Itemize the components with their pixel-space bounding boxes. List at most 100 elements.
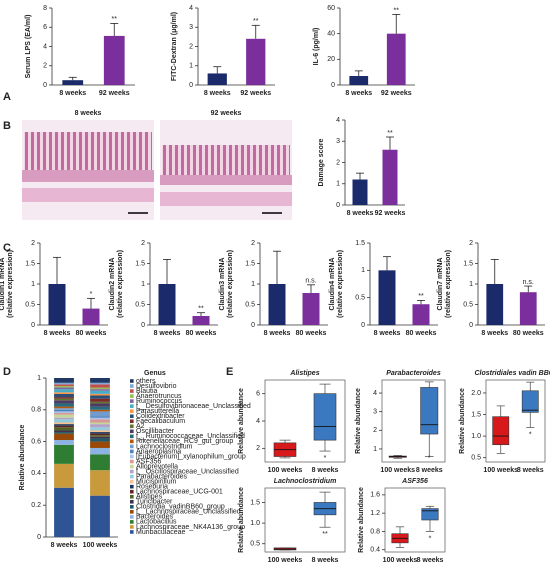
x-tick-label: 80 weeks [513, 330, 544, 337]
legend-label: f__Ruminococcaceae_Unclassified [136, 433, 245, 440]
bar [378, 270, 396, 325]
x-tick-label: 100 weeks [268, 557, 303, 564]
bar-segment [54, 411, 74, 413]
bar-segment [54, 393, 74, 398]
y-tick-label: 4 [256, 418, 260, 425]
y-tick-label: 0 [469, 322, 473, 329]
significance: ** [394, 7, 400, 14]
significance: * [90, 291, 93, 298]
y-tick-label: 0.5 [471, 455, 481, 462]
legend-swatch [130, 525, 134, 529]
legend-label: Lactobacillus [136, 519, 177, 526]
bar [207, 73, 227, 85]
significance: ** [253, 18, 259, 25]
y-tick-label: 2 [141, 240, 145, 247]
x-tick-label: 100 weeks [268, 467, 303, 474]
y-tick-label: 6 [43, 24, 47, 31]
y-tick-label: 0.5 [25, 301, 35, 308]
y-tick-label: 1 [469, 281, 473, 288]
legend-swatch [130, 389, 134, 393]
bar-segment [90, 454, 110, 471]
legend-swatch [130, 444, 134, 449]
x-tick-label: 8 weeks [51, 542, 78, 549]
y-tick-label: 0 [189, 82, 193, 89]
y-axis-label: Claudin7 mRNA [437, 258, 444, 311]
y-tick-label: 2 [469, 240, 473, 247]
bar-segment [90, 422, 110, 425]
legend-label: Bacteroides [136, 514, 173, 521]
y-axis-label: Claudin4 mRNA [329, 258, 336, 311]
legend-swatch [130, 409, 134, 413]
bar [486, 284, 504, 325]
bar-segment [90, 417, 110, 420]
bar-segment [54, 487, 74, 537]
bar-segment [54, 414, 74, 418]
x-tick-label: 8 weeks [374, 330, 401, 337]
x-tick-label: 92 weeks [240, 90, 271, 97]
x-tick-label: 8 weeks [59, 90, 86, 97]
legend-swatch [130, 419, 134, 424]
y-tick-label: 1 [373, 446, 377, 453]
histology-image [160, 120, 292, 220]
bar-segment [54, 385, 74, 388]
y-tick-label: 1 [37, 375, 41, 382]
y-tick-label: 2.0 [471, 390, 481, 397]
legend-title: Genus [144, 370, 166, 377]
significance: * [428, 455, 431, 462]
bar-segment [90, 409, 110, 412]
y-tick-label: 4 [189, 5, 193, 12]
y-tick-label: 0.5 [245, 301, 255, 308]
y-tick-label: 2 [251, 240, 255, 247]
bar-segment [90, 433, 110, 436]
legend-label: Rikenellaceae_RC9_gut_group [136, 438, 233, 445]
x-tick-label: 8 weeks [417, 557, 444, 564]
x-tick-label: 80 weeks [76, 330, 107, 337]
x-tick-label: 80 weeks [406, 330, 437, 337]
panel-letter: C [3, 242, 11, 254]
y-tick-label: 1.5 [25, 260, 35, 267]
box [313, 393, 337, 441]
significance: ** [112, 16, 118, 23]
y-tick-label: 0 [37, 534, 41, 541]
bar-segment [54, 408, 74, 410]
x-tick-label: 92 weeks [375, 210, 406, 217]
legend-label: Roseburia [136, 484, 168, 491]
y-tick-label: 1 [251, 281, 255, 288]
y-axis-label: (relative expression) [117, 250, 124, 318]
x-tick-label: 80 weeks [186, 330, 217, 337]
y-tick-label: 4 [43, 43, 47, 50]
y-axis-label: Serum LPS (EA/ml) [25, 15, 32, 79]
bar-segment [90, 382, 110, 385]
chart-title: Lachnoclostridium [274, 478, 337, 485]
legend-swatch [130, 424, 134, 429]
y-axis-label: Damage score [318, 138, 325, 186]
legend-label: f__Lachnospiraceae_Unclassified [136, 509, 241, 516]
y-axis-label: Relative abundance [19, 425, 26, 491]
x-tick-label: 100 weeks [383, 557, 418, 564]
bar-segment [54, 425, 74, 428]
y-tick-label: 1.2 [370, 510, 380, 517]
legend-swatch [130, 439, 134, 444]
bar-segment [54, 382, 74, 385]
y-axis-label: Relative abundance [355, 388, 362, 454]
legend-label: [Eubacterium]_xylanophilum_group [136, 453, 246, 460]
bar-segment [90, 432, 110, 434]
bar [246, 38, 266, 85]
legend-swatch [130, 499, 134, 504]
x-tick-label: 8 weeks [44, 330, 71, 337]
chart-title: Alistipes [289, 370, 319, 377]
y-tick-label: 0 [336, 202, 340, 209]
bar [349, 76, 369, 85]
bar-segment [54, 378, 74, 383]
image-label: 92 weeks [211, 110, 242, 117]
x-tick-label: 80 weeks [296, 330, 327, 337]
y-tick-label: 2 [189, 43, 193, 50]
legend-swatch [130, 449, 134, 454]
legend-swatch [130, 489, 134, 494]
bar-segment [54, 406, 74, 409]
bar-segment [90, 430, 110, 433]
y-tick-label: 0.5 [250, 541, 260, 548]
y-tick-label: 8 [43, 5, 47, 12]
bar-segment [54, 400, 74, 404]
bar [352, 179, 368, 205]
